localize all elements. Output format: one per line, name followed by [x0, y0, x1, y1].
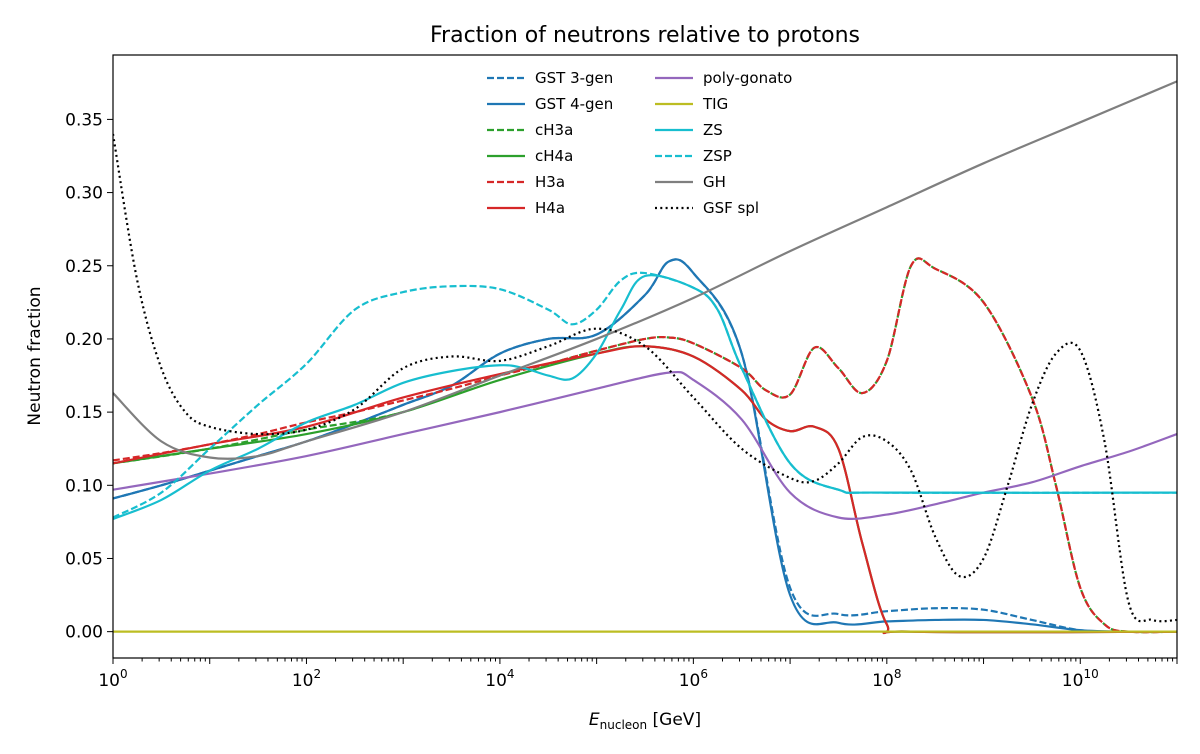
y-tick-label: 0.25 [65, 257, 103, 277]
legend-label: TIG [702, 95, 728, 113]
legend-label: GST 3-gen [535, 69, 613, 87]
legend-label: cH4a [535, 147, 573, 165]
series-line-gst-3-gen [113, 258, 1177, 633]
series-line-ch3a [113, 257, 1177, 634]
x-tick-label: 1010 [1062, 667, 1099, 691]
legend-label: GH [703, 173, 726, 191]
x-tick-label: 108 [872, 667, 901, 691]
y-tick-label: 0.00 [65, 623, 103, 643]
legend: GST 3-gen GST 4-gen cH3a cH4a H3a H4a poly-gon… [487, 69, 792, 217]
y-tick-label: 0.20 [65, 330, 103, 350]
series-line-zs [113, 274, 1177, 520]
y-tick-label: 0.35 [65, 110, 103, 130]
y-tick-label: 0.30 [65, 184, 103, 204]
series-line-zsp [113, 271, 1177, 519]
legend-label: H3a [535, 173, 565, 191]
series-line-gst-4-gen [113, 258, 1177, 633]
x-axis-label: Enucleon [GeV] [589, 710, 701, 732]
y-axis-label: Neutron fraction [25, 286, 45, 425]
series-line-ch4a [113, 345, 1177, 635]
series-line-poly-gonato [113, 370, 1177, 520]
y-tick-label: 0.05 [65, 549, 103, 569]
legend-label: poly-gonato [703, 69, 792, 87]
legend-label: GSF spl [703, 199, 759, 217]
legend-label: GST 4-gen [535, 95, 613, 113]
series-line-h4a [113, 345, 1177, 635]
x-tick-label: 100 [98, 667, 127, 691]
series-line-h3a [113, 257, 1177, 634]
y-tick-label: 0.15 [65, 403, 103, 423]
chart-title: Fraction of neutrons relative to protons [430, 23, 860, 48]
legend-label: H4a [535, 199, 565, 217]
legend-label: cH3a [535, 121, 573, 139]
series-line-gh [113, 80, 1177, 460]
y-tick-label: 0.10 [65, 476, 103, 496]
legend-label: ZS [703, 121, 723, 139]
x-tick-label: 104 [485, 667, 514, 691]
x-tick-label: 106 [679, 667, 708, 691]
plot-frame [112, 54, 1178, 659]
legend-label: ZSP [703, 147, 732, 165]
x-tick-label: 102 [292, 667, 321, 691]
